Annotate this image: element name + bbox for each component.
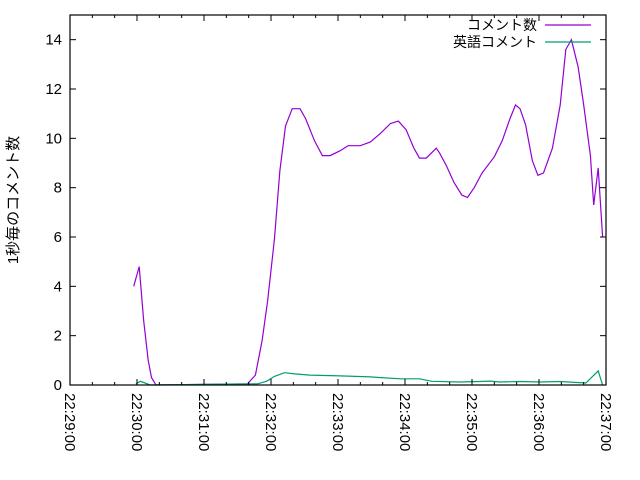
x-tick-label: 22:37:00 — [597, 393, 614, 451]
x-tick-label: 22:35:00 — [463, 393, 480, 451]
x-tick-label: 22:33:00 — [329, 393, 346, 451]
x-tick-label: 22:31:00 — [195, 393, 212, 451]
x-tick-label: 22:30:00 — [128, 393, 145, 451]
x-tick-label: 22:32:00 — [262, 393, 279, 451]
legend-label: コメント数 — [467, 17, 537, 33]
series-line-0 — [133, 38, 604, 386]
y-tick-label: 0 — [54, 377, 62, 394]
y-tick-label: 12 — [45, 81, 62, 98]
plot-border — [69, 14, 607, 386]
legend-label: 英語コメント — [453, 34, 537, 50]
y-tick-label: 4 — [54, 278, 62, 295]
x-tick-label: 22:34:00 — [396, 393, 413, 451]
series-line-1 — [135, 369, 604, 386]
y-axis-label: 1秒毎のコメント数 — [5, 136, 22, 264]
y-tick-label: 14 — [45, 32, 62, 49]
y-tick-label: 8 — [54, 180, 62, 197]
y-tick-label: 2 — [54, 328, 62, 345]
y-tick-label: 10 — [45, 130, 62, 147]
y-tick-label: 6 — [54, 229, 62, 246]
x-tick-label: 22:29:00 — [61, 393, 78, 451]
x-tick-label: 22:36:00 — [530, 393, 547, 451]
